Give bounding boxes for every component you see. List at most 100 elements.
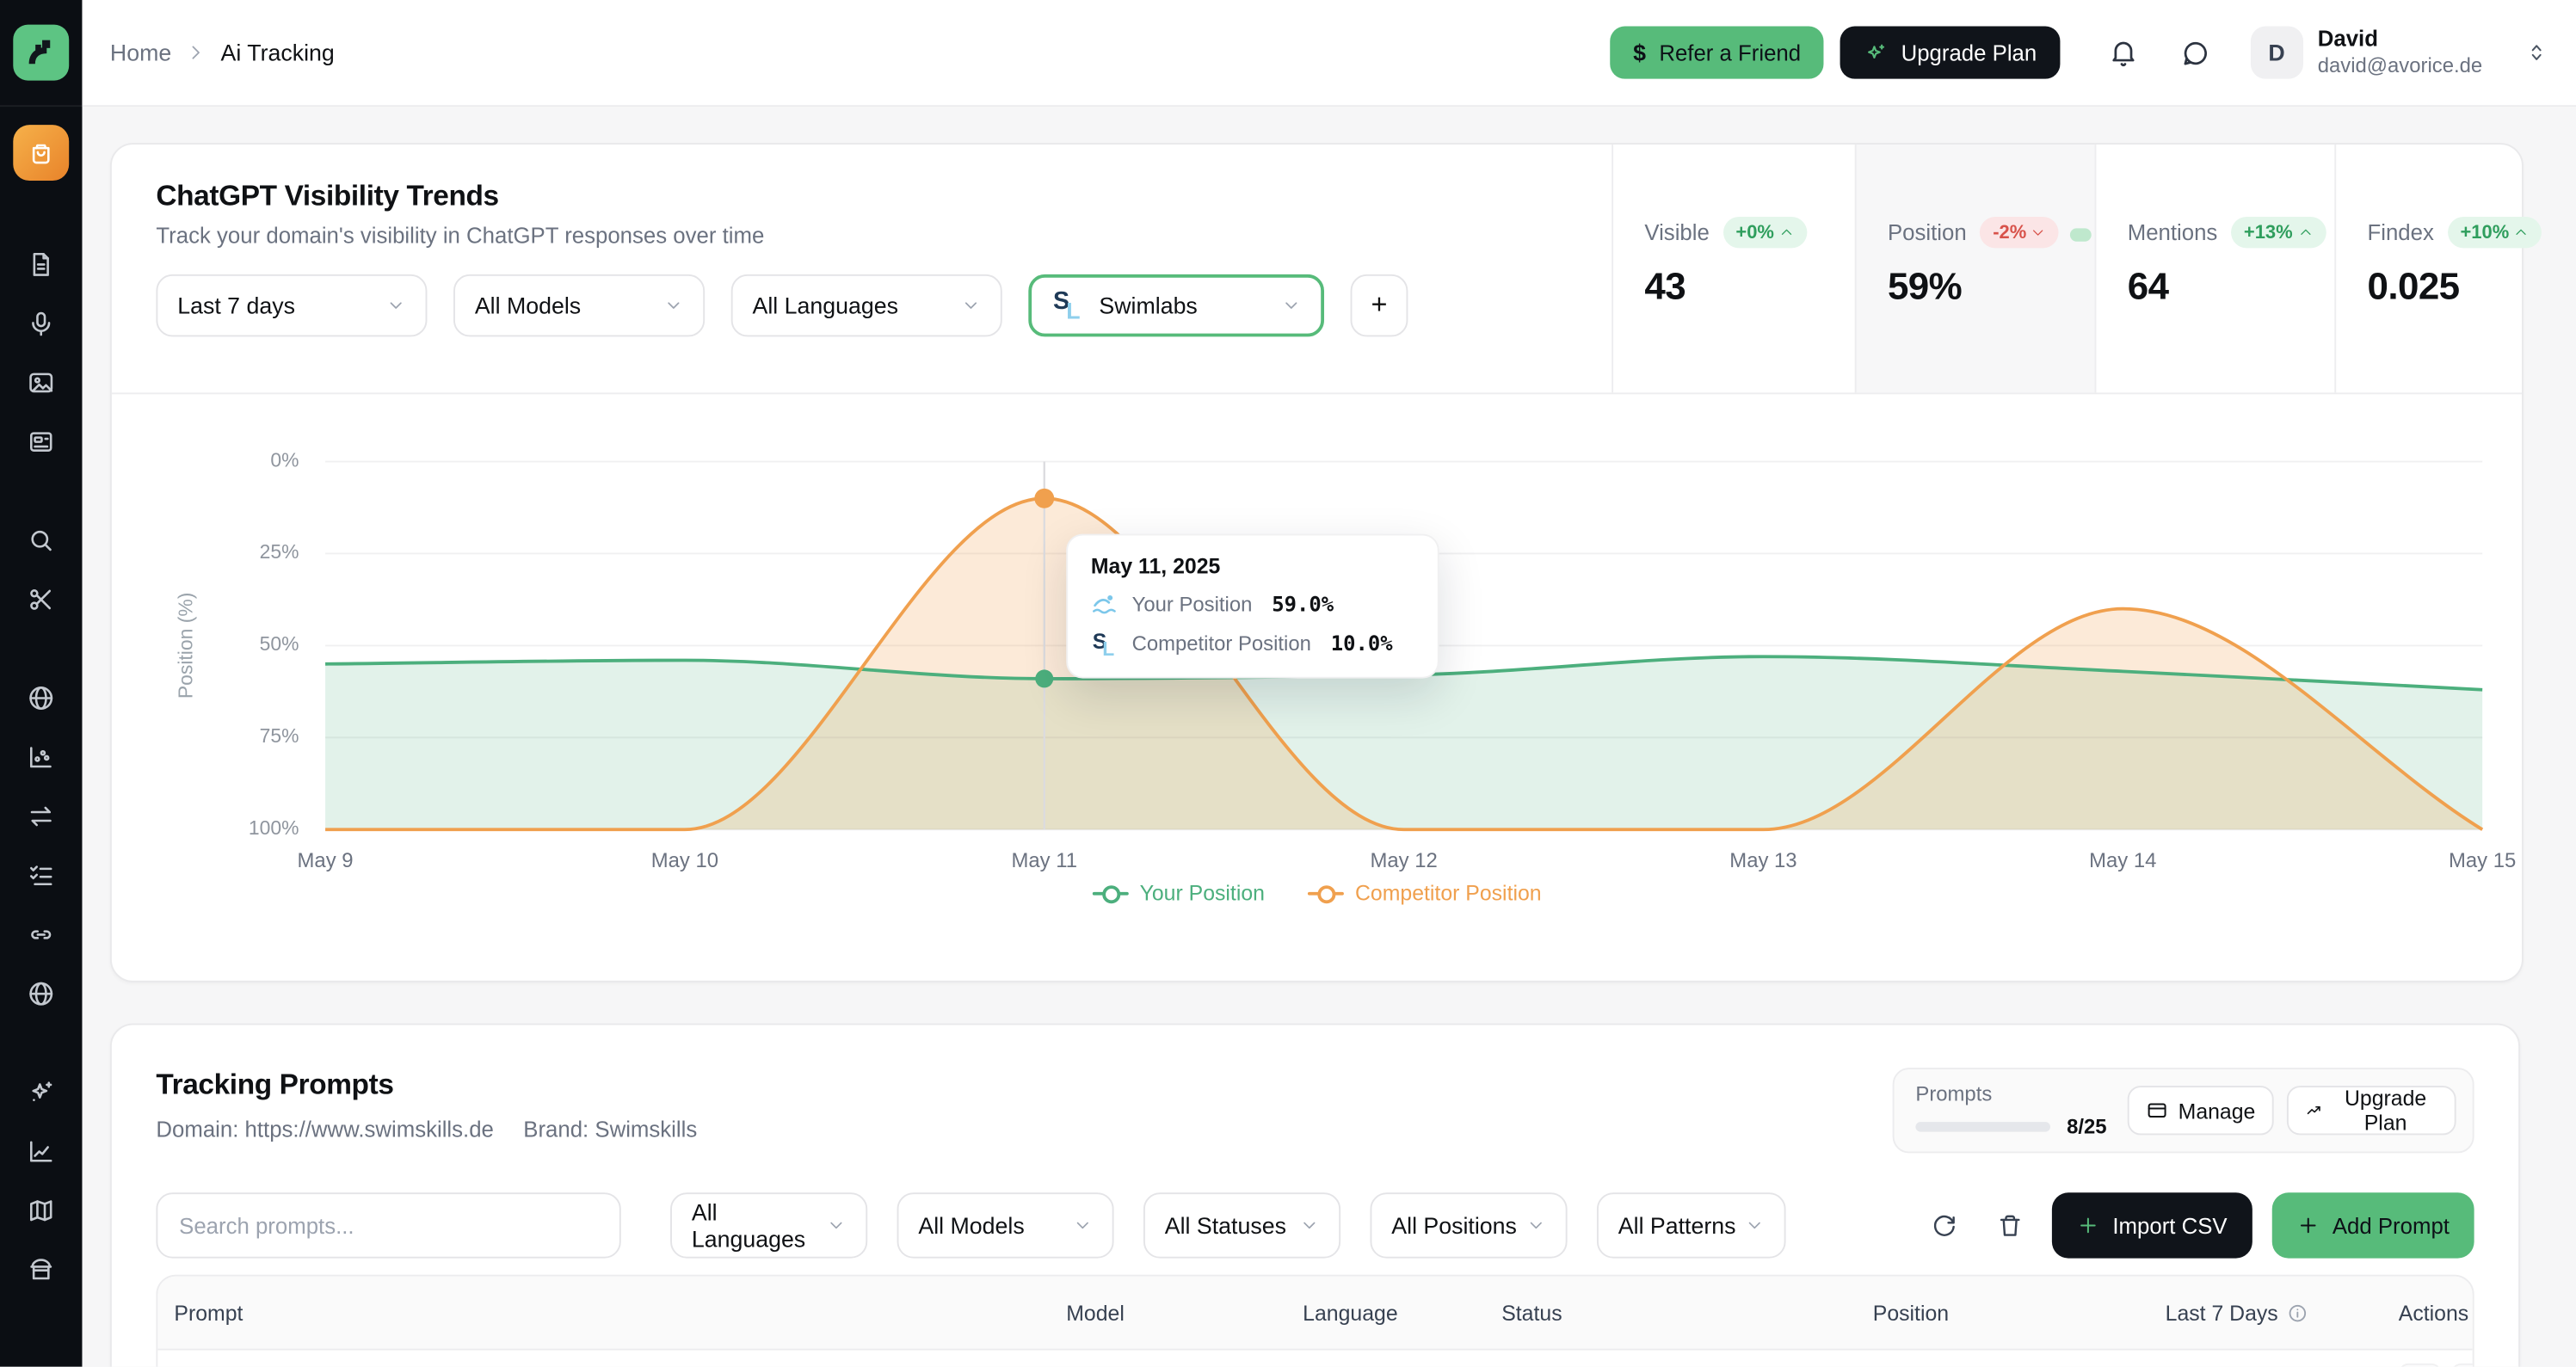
sidebar-item-clipper[interactable] — [13, 571, 69, 627]
chevron-down-icon — [1299, 1216, 1319, 1235]
manage-prompts-button[interactable]: Manage — [2127, 1086, 2274, 1136]
row-action-button[interactable] — [2398, 1363, 2442, 1367]
app-logo[interactable] — [0, 0, 83, 108]
brand-logo-icon — [13, 24, 70, 81]
sidebar-item-map[interactable] — [13, 1183, 69, 1239]
workspace-switcher[interactable] — [2525, 41, 2548, 65]
stat-delta-badge: +10% — [2447, 217, 2542, 249]
search-prompts-input[interactable] — [156, 1192, 621, 1259]
bell-icon — [2112, 40, 2135, 66]
refresh-button[interactable] — [1917, 1198, 1973, 1253]
avatar: D — [2250, 26, 2303, 79]
sidebar-item-tasks[interactable] — [13, 847, 69, 903]
stat-label: Findex — [2367, 219, 2434, 245]
sidebar-item-trends[interactable] — [13, 1124, 69, 1179]
card-title: ChatGPT Visibility Trends — [156, 179, 499, 212]
sidebar-item-domains[interactable] — [13, 966, 69, 1022]
date-range-value: Last 7 days — [177, 292, 295, 319]
manage-label: Manage — [2178, 1098, 2256, 1124]
visibility-chart[interactable]: Position (%) 0% 25% 50% 75% 100% May 9 May 10… — [112, 394, 2522, 982]
tooltip-series-label: Your Position — [1131, 592, 1253, 616]
sidebar-item-audio[interactable] — [13, 296, 69, 352]
prompts-filter-bar: All Languages All Models All Statuses Al… — [156, 1192, 2474, 1259]
row-action-button[interactable] — [2450, 1363, 2473, 1367]
table-row[interactable] — [157, 1350, 2473, 1367]
column-status: Status — [1501, 1300, 1562, 1325]
info-icon — [2288, 1303, 2306, 1321]
scissors-icon — [30, 589, 52, 610]
chevron-down-icon — [663, 296, 683, 316]
chevron-down-icon — [386, 296, 406, 316]
stat-position[interactable]: Position -2% 59% — [1854, 145, 2095, 393]
prompt-patterns-dropdown[interactable]: All Patterns — [1596, 1192, 1786, 1259]
add-prompt-button[interactable]: Add Prompt — [2271, 1192, 2474, 1259]
globe-alt-icon — [29, 982, 53, 1006]
column-language: Language — [1303, 1300, 1398, 1325]
usage-upgrade-button[interactable]: Upgrade Plan — [2286, 1086, 2456, 1136]
stat-label: Visible — [1644, 219, 1710, 245]
chart-line-icon — [29, 1141, 52, 1162]
sparkle-icon — [1868, 43, 1885, 58]
page-content: ChatGPT Visibility Trends Track your dom… — [82, 107, 2576, 1367]
sidebar-item-search[interactable] — [13, 513, 69, 569]
brand-label: Brand: Swimskills — [523, 1117, 698, 1142]
delete-button[interactable] — [1983, 1198, 2039, 1253]
sidebar-item-news[interactable] — [13, 414, 69, 470]
x-tick-label: May 15 — [2449, 849, 2517, 872]
add-competitor-button[interactable]: + — [1350, 274, 1408, 337]
date-range-dropdown[interactable]: Last 7 days — [156, 274, 428, 337]
import-csv-button[interactable]: Import CSV — [2051, 1192, 2252, 1259]
tooltip-row: Your Position 59.0% — [1091, 589, 1414, 617]
stat-findex[interactable]: Findex +10% 0.025 — [2334, 145, 2542, 393]
sidebar-item-web[interactable] — [13, 670, 69, 726]
models-dropdown[interactable]: All Models — [453, 274, 706, 337]
user-email: david@avorice.de — [2317, 53, 2483, 77]
sidebar-item-analytics[interactable] — [13, 730, 69, 785]
models-value: All Models — [474, 292, 582, 319]
y-tick-label: 50% — [259, 632, 299, 656]
column-model: Model — [1066, 1300, 1125, 1325]
sparkles-icon — [32, 1081, 52, 1101]
sidebar-item-images[interactable] — [13, 354, 69, 410]
notifications-button[interactable] — [2096, 25, 2152, 81]
sidebar-item-documents[interactable] — [13, 237, 69, 292]
legend-your-position[interactable]: Your Position — [1092, 880, 1265, 905]
sidebar-item-ai[interactable] — [13, 1064, 69, 1120]
prompt-languages-dropdown[interactable]: All Languages — [670, 1192, 868, 1259]
usage-upgrade-label: Upgrade Plan — [2344, 1086, 2427, 1136]
refer-friend-button[interactable]: $ Refer a Friend — [1610, 26, 1824, 79]
stat-value: 64 — [2127, 264, 2169, 308]
prompt-statuses-dropdown[interactable]: All Statuses — [1143, 1192, 1341, 1259]
x-tick-label: May 10 — [650, 849, 719, 872]
sidebar-nav — [0, 107, 82, 1301]
trend-up-icon — [2307, 1105, 2320, 1115]
messages-button[interactable] — [2168, 25, 2224, 81]
sidebar-item-store[interactable] — [13, 1242, 69, 1298]
microphone-icon — [32, 311, 51, 336]
legend-competitor-position[interactable]: Competitor Position — [1307, 880, 1542, 906]
table-header-row: Prompt Model Language Status Position La… — [157, 1276, 2473, 1351]
user-menu[interactable]: D David david@avorice.de — [2250, 26, 2483, 79]
breadcrumb-home[interactable]: Home — [109, 39, 172, 66]
sidebar-item-transfer[interactable] — [13, 789, 69, 845]
refer-friend-label: Refer a Friend — [1659, 40, 1802, 65]
search-icon — [31, 530, 52, 551]
sidebar-item-shop[interactable] — [13, 125, 70, 182]
stat-label: Mentions — [2127, 219, 2218, 245]
stat-mentions[interactable]: Mentions +13% 64 — [2094, 145, 2335, 393]
trash-icon — [2000, 1214, 2021, 1235]
plus-icon: + — [1371, 289, 1388, 321]
stat-visible[interactable]: Visible +0% 43 — [1612, 145, 1855, 393]
column-position: Position — [1872, 1300, 1950, 1325]
y-tick-label: 100% — [248, 816, 299, 840]
prompts-header: Tracking Prompts Domain: https://www.swi… — [156, 1068, 2474, 1154]
prompt-models-dropdown[interactable]: All Models — [897, 1192, 1114, 1259]
languages-dropdown[interactable]: All Languages — [730, 274, 1002, 337]
upgrade-plan-button[interactable]: Upgrade Plan — [1840, 26, 2060, 79]
legend-label: Competitor Position — [1354, 880, 1542, 906]
prompt-positions-dropdown[interactable]: All Positions — [1370, 1192, 1568, 1259]
legend-marker-icon — [1307, 884, 1344, 903]
sidebar-item-links[interactable] — [13, 907, 69, 963]
